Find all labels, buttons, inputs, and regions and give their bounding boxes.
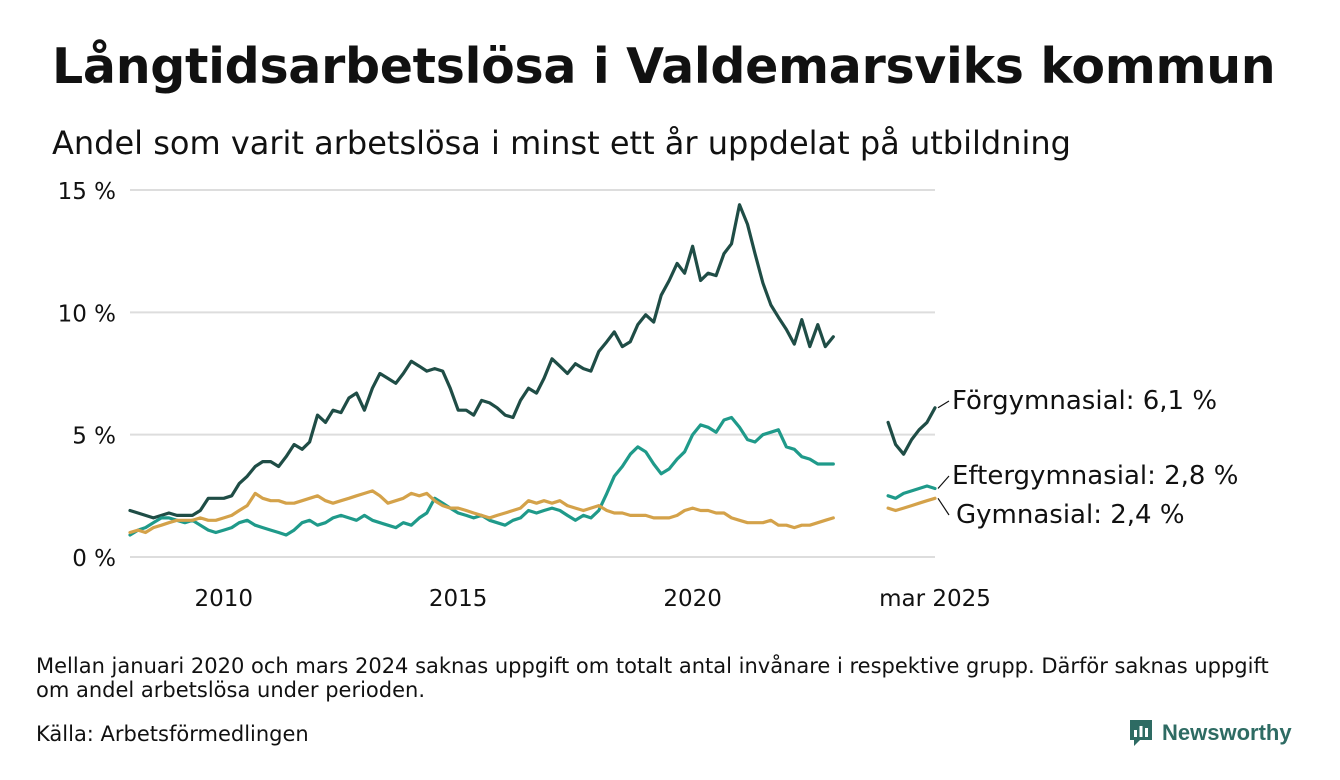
brand-logo[interactable]: Newsworthy [1128, 716, 1292, 750]
chart-title: Långtidsarbetslösa i Valdemarsviks kommu… [52, 38, 1276, 95]
series-line-eftergymnasial-seg1 [886, 484, 937, 500]
series-end-labels: Förgymnasial: 6,1 % Eftergymnasial: 2,8 %… [937, 386, 1238, 530]
line-chart: 0 % 5 % 10 % 15 % 2010 2015 2020 mar 2025 Förg… [58, 179, 1239, 612]
source-credit: Källa: Arbetsförmedlingen [36, 722, 309, 746]
label-leader-line [937, 475, 950, 489]
series-line-förgymnasial-seg0 [128, 203, 835, 520]
x-tick-label: 2010 [194, 586, 253, 612]
series-line-gymnasial-seg1 [886, 496, 937, 513]
x-axis-ticks: 2010 2015 2020 mar 2025 [194, 586, 990, 612]
series-end-label: Eftergymnasial: 2,8 % [952, 461, 1238, 491]
series-line-förgymnasial-seg1 [886, 406, 937, 456]
series-lines [128, 203, 937, 537]
chart-subtitle: Andel som varit arbetslösa i minst ett å… [52, 124, 1071, 162]
y-tick-label: 15 % [58, 179, 116, 205]
footnote: Mellan januari 2020 och mars 2024 saknas… [36, 654, 1269, 702]
series-end-label: Gymnasial: 2,4 % [956, 500, 1185, 530]
y-tick-label: 10 % [58, 301, 116, 327]
y-axis-ticks: 0 % 5 % 10 % 15 % [58, 179, 116, 572]
brand-name: Newsworthy [1162, 720, 1292, 745]
x-tick-label: 2015 [429, 586, 488, 612]
x-tick-label: 2020 [663, 586, 722, 612]
x-tick-label: mar 2025 [879, 586, 991, 612]
newsworthy-logo-icon [1130, 720, 1152, 746]
label-leader-line [937, 497, 950, 516]
y-tick-label: 5 % [72, 424, 116, 450]
series-line-gymnasial-seg0 [128, 489, 835, 535]
y-tick-label: 0 % [72, 546, 116, 572]
series-end-label: Förgymnasial: 6,1 % [952, 386, 1217, 416]
label-leader-line [937, 400, 950, 409]
gridlines [130, 189, 935, 558]
